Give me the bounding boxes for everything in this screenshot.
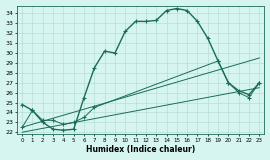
X-axis label: Humidex (Indice chaleur): Humidex (Indice chaleur) (86, 145, 195, 154)
